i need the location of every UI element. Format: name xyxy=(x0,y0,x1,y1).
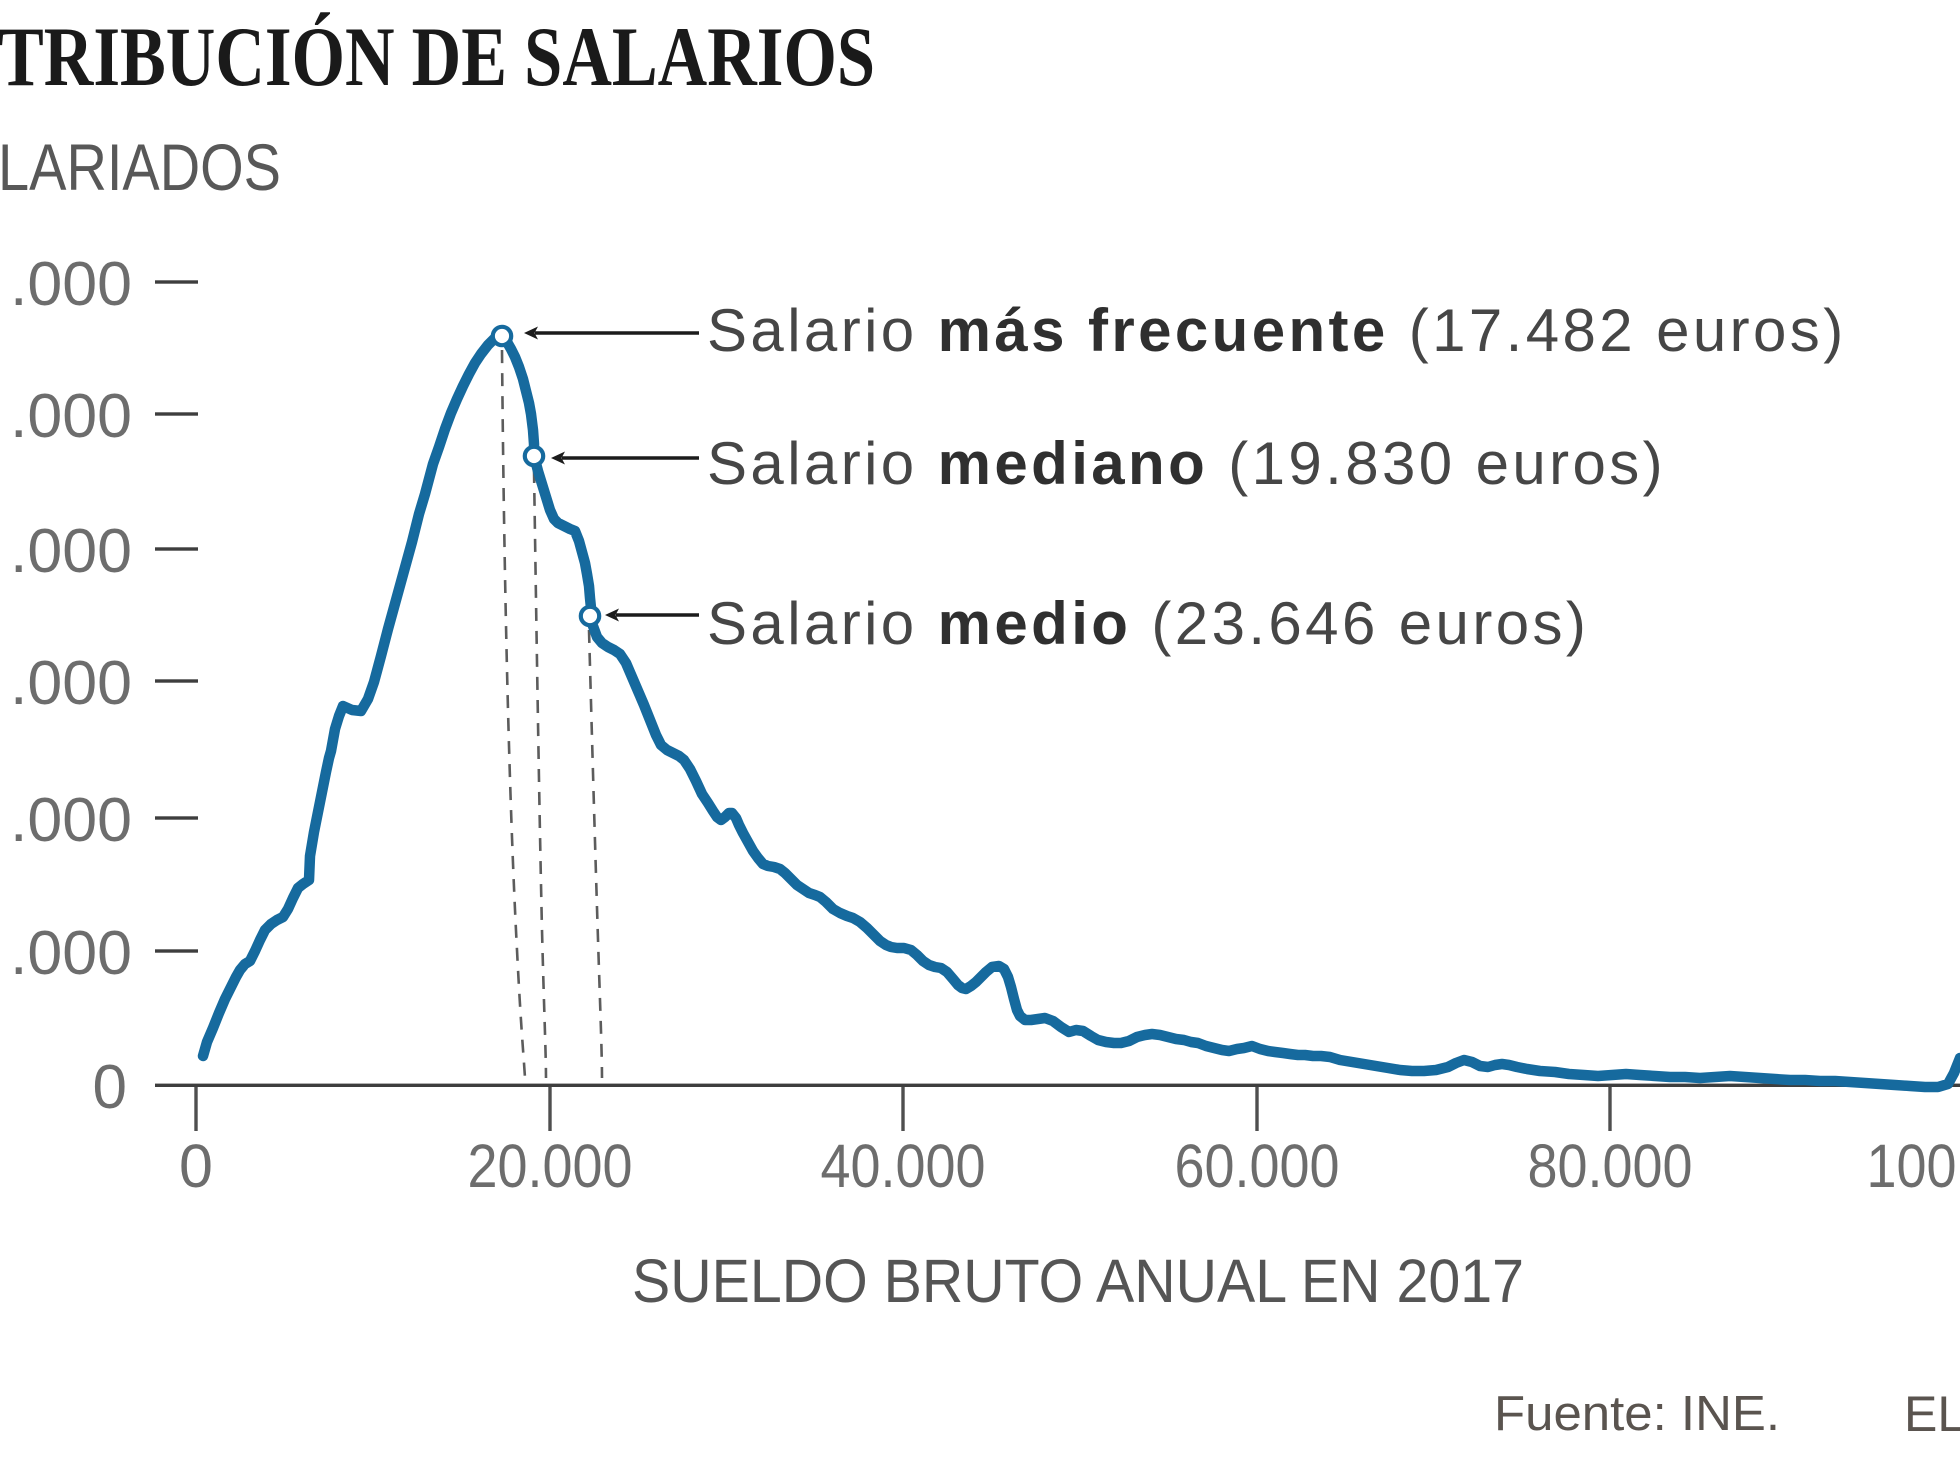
svg-text:SUELDO BRUTO ANUAL EN 2017: SUELDO BRUTO ANUAL EN 2017 xyxy=(632,1247,1524,1315)
svg-text:TRIBUCIÓN DE SALARIOS: TRIBUCIÓN DE SALARIOS xyxy=(0,10,875,104)
svg-text:0: 0 xyxy=(179,1132,213,1200)
svg-text:20.000: 20.000 xyxy=(468,1132,633,1200)
svg-text:.000: .000 xyxy=(10,250,132,319)
svg-text:.000: .000 xyxy=(10,649,132,718)
svg-text:60.000: 60.000 xyxy=(1175,1132,1340,1200)
svg-text:Fuente: INE.: Fuente: INE. xyxy=(1494,1387,1780,1441)
svg-text:Salario medio (23.646 euros): Salario medio (23.646 euros) xyxy=(707,590,1589,657)
svg-text:.000: .000 xyxy=(10,919,132,988)
svg-text:.000: .000 xyxy=(10,517,132,586)
svg-text:.000: .000 xyxy=(10,382,132,451)
svg-text:0: 0 xyxy=(93,1053,127,1122)
svg-text:100.000: 100.000 xyxy=(1867,1132,1960,1200)
svg-text:EL PAÍS: EL PAÍS xyxy=(1904,1386,1960,1442)
svg-text:40.000: 40.000 xyxy=(821,1132,986,1200)
svg-text:Salario mediano (19.830 euros): Salario mediano (19.830 euros) xyxy=(707,430,1666,497)
svg-text:80.000: 80.000 xyxy=(1528,1132,1693,1200)
svg-text:.000: .000 xyxy=(10,786,132,855)
svg-text:LARIADOS: LARIADOS xyxy=(0,130,281,204)
svg-text:Salario más frecuente (17.482: Salario más frecuente (17.482 euros) xyxy=(707,297,1847,364)
